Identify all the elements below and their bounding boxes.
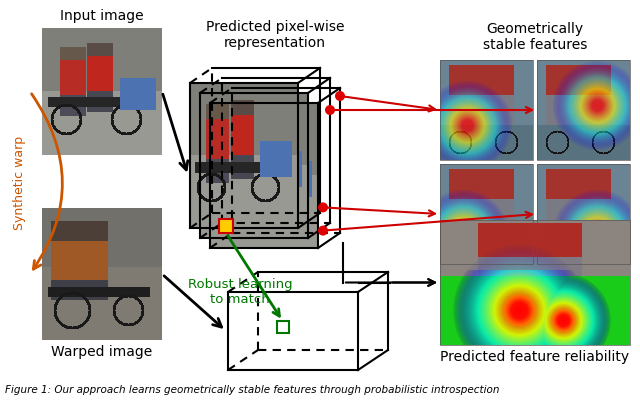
Text: Input image: Input image: [60, 9, 144, 23]
Circle shape: [325, 105, 335, 115]
FancyArrowPatch shape: [31, 94, 62, 269]
Text: Warped image: Warped image: [51, 345, 152, 359]
Bar: [440, 164, 533, 264]
Bar: [219, 219, 233, 233]
Bar: [440, 60, 533, 160]
Circle shape: [318, 226, 328, 236]
Text: Robust learning
to match: Robust learning to match: [188, 278, 292, 305]
Text: Predicted pixel-wise
representation: Predicted pixel-wise representation: [205, 20, 344, 50]
Bar: [440, 220, 630, 345]
Text: Predicted feature reliability: Predicted feature reliability: [440, 350, 630, 364]
Text: Figure 1: Our approach learns geometrically stable features through probabilisti: Figure 1: Our approach learns geometrica…: [5, 385, 499, 395]
Circle shape: [318, 202, 328, 212]
Text: Synthetic warp: Synthetic warp: [13, 136, 26, 230]
Bar: [537, 60, 630, 160]
Text: Geometrically
stable features: Geometrically stable features: [483, 22, 587, 52]
Bar: [537, 164, 630, 264]
Bar: [276, 321, 289, 333]
Circle shape: [335, 91, 345, 101]
